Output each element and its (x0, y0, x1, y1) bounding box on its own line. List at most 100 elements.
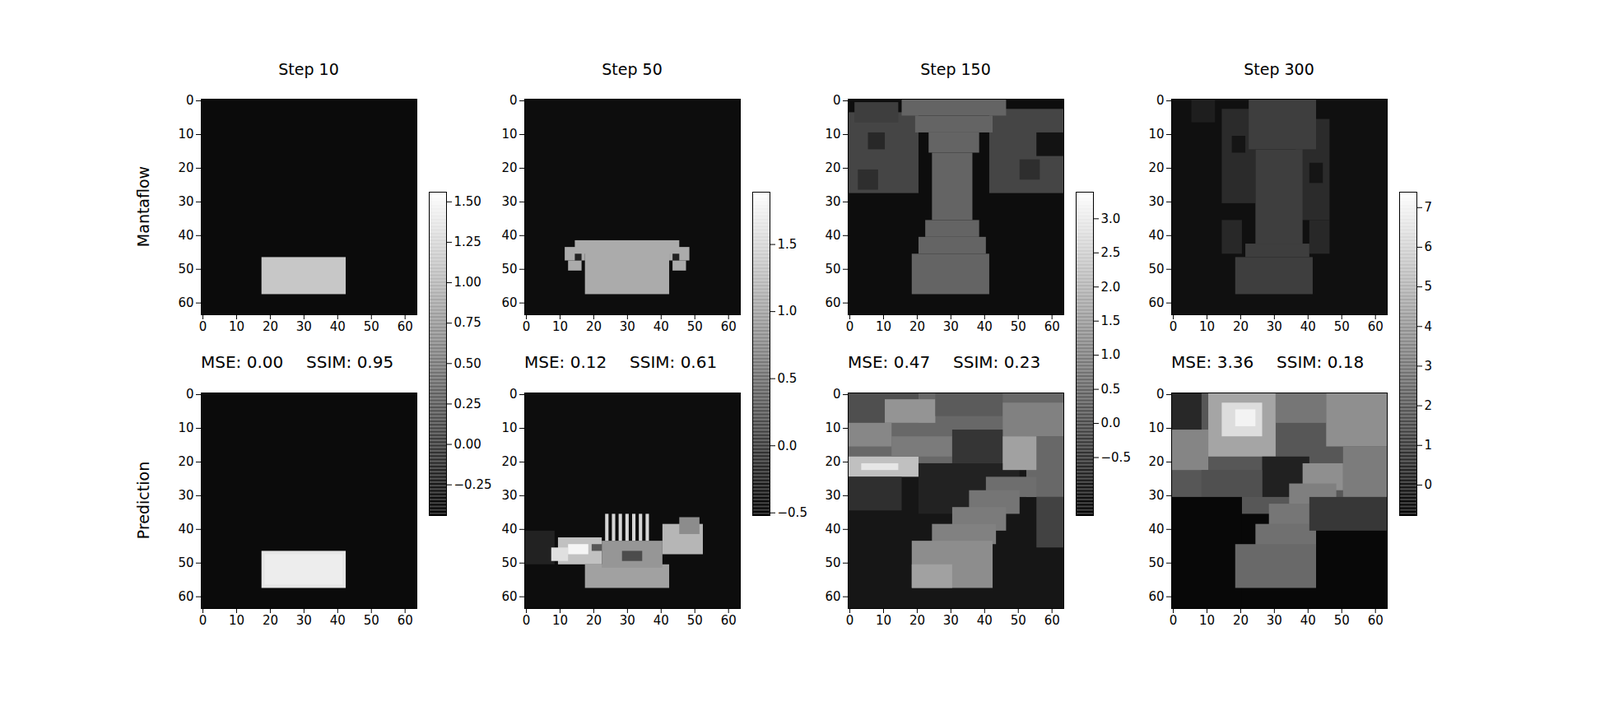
svg-text:60: 60 (1044, 613, 1061, 628)
svg-text:0: 0 (509, 386, 518, 402)
svg-text:20: 20 (1148, 454, 1164, 470)
svg-text:40: 40 (1148, 227, 1164, 243)
svg-text:40: 40 (177, 521, 194, 537)
svg-text:20: 20 (262, 613, 279, 628)
svg-text:3: 3 (1424, 358, 1433, 374)
svg-text:30: 30 (943, 613, 959, 628)
svg-text:40: 40 (177, 227, 194, 243)
svg-text:10: 10 (177, 420, 194, 436)
svg-text:2.5: 2.5 (1101, 245, 1121, 261)
svg-text:20: 20 (177, 160, 194, 176)
svg-text:30: 30 (824, 488, 841, 503)
svg-text:7: 7 (1424, 200, 1433, 215)
svg-text:30: 30 (296, 319, 312, 335)
svg-text:30: 30 (1148, 488, 1164, 503)
svg-text:3.0: 3.0 (1101, 211, 1121, 227)
svg-text:0: 0 (186, 386, 195, 402)
svg-text:50: 50 (1148, 261, 1164, 277)
svg-text:0: 0 (1169, 613, 1178, 628)
svg-text:60: 60 (1044, 319, 1061, 335)
svg-text:1.0: 1.0 (1101, 347, 1121, 363)
svg-text:0: 0 (186, 93, 195, 108)
svg-text:0: 0 (199, 319, 208, 335)
svg-text:10: 10 (824, 126, 841, 142)
svg-text:10: 10 (1148, 420, 1164, 436)
svg-text:20: 20 (262, 319, 279, 335)
svg-text:20: 20 (909, 319, 926, 335)
svg-text:20: 20 (177, 454, 194, 470)
svg-text:20: 20 (501, 160, 517, 176)
svg-text:1.0: 1.0 (777, 303, 798, 319)
svg-text:60: 60 (824, 589, 841, 605)
svg-text:4: 4 (1424, 319, 1433, 335)
svg-text:30: 30 (177, 194, 194, 210)
svg-text:0: 0 (522, 319, 531, 335)
svg-text:10: 10 (501, 420, 517, 436)
svg-text:20: 20 (501, 454, 517, 470)
svg-text:20: 20 (909, 613, 926, 628)
svg-text:60: 60 (1148, 295, 1164, 311)
svg-text:40: 40 (501, 521, 517, 537)
svg-text:0.25: 0.25 (454, 396, 482, 412)
svg-text:0.75: 0.75 (454, 315, 482, 331)
svg-text:10: 10 (552, 613, 568, 628)
svg-text:40: 40 (1148, 521, 1164, 537)
svg-text:60: 60 (397, 613, 414, 628)
svg-text:50: 50 (177, 261, 194, 277)
svg-text:20: 20 (586, 613, 602, 628)
svg-text:40: 40 (330, 613, 346, 628)
svg-text:10: 10 (875, 319, 892, 335)
svg-text:0.50: 0.50 (454, 356, 482, 372)
svg-text:50: 50 (687, 613, 703, 628)
svg-text:0: 0 (522, 613, 531, 628)
svg-text:60: 60 (720, 613, 737, 628)
svg-text:50: 50 (1334, 319, 1350, 335)
svg-text:6: 6 (1424, 239, 1433, 255)
svg-text:20: 20 (824, 454, 841, 470)
svg-text:0: 0 (1156, 386, 1165, 402)
svg-text:0.5: 0.5 (777, 371, 798, 387)
svg-text:−0.5: −0.5 (777, 505, 808, 521)
svg-text:0.0: 0.0 (777, 438, 798, 454)
svg-text:2.0: 2.0 (1101, 279, 1121, 295)
svg-text:20: 20 (1232, 613, 1249, 628)
svg-text:60: 60 (1148, 589, 1164, 605)
svg-text:0: 0 (832, 386, 842, 402)
svg-text:10: 10 (501, 126, 517, 142)
svg-text:30: 30 (824, 194, 841, 210)
svg-text:10: 10 (824, 420, 841, 436)
svg-text:50: 50 (1010, 613, 1027, 628)
svg-text:1.5: 1.5 (777, 237, 798, 252)
svg-text:40: 40 (653, 613, 670, 628)
svg-text:30: 30 (177, 488, 194, 503)
svg-text:1.25: 1.25 (454, 234, 482, 250)
svg-text:50: 50 (1148, 555, 1164, 571)
svg-text:1.50: 1.50 (454, 194, 482, 210)
svg-text:1.5: 1.5 (1101, 313, 1121, 329)
svg-text:−0.25: −0.25 (454, 477, 493, 493)
svg-text:50: 50 (363, 613, 380, 628)
svg-text:40: 40 (501, 227, 517, 243)
svg-text:30: 30 (1266, 613, 1283, 628)
svg-text:60: 60 (1367, 613, 1384, 628)
svg-text:20: 20 (1148, 160, 1164, 176)
svg-text:10: 10 (1148, 126, 1164, 142)
svg-text:0: 0 (846, 319, 855, 335)
svg-text:30: 30 (1266, 319, 1283, 335)
svg-text:0: 0 (846, 613, 855, 628)
svg-text:30: 30 (501, 488, 517, 503)
svg-text:10: 10 (552, 319, 568, 335)
svg-text:60: 60 (720, 319, 737, 335)
svg-text:0: 0 (199, 613, 208, 628)
svg-text:30: 30 (296, 613, 312, 628)
svg-text:0: 0 (509, 93, 518, 108)
svg-text:60: 60 (824, 295, 841, 311)
svg-text:10: 10 (1199, 613, 1215, 628)
svg-text:20: 20 (824, 160, 841, 176)
svg-text:40: 40 (824, 227, 841, 243)
svg-text:50: 50 (824, 555, 841, 571)
svg-text:50: 50 (363, 319, 380, 335)
svg-text:30: 30 (501, 194, 517, 210)
svg-text:50: 50 (687, 319, 703, 335)
svg-text:40: 40 (653, 319, 670, 335)
